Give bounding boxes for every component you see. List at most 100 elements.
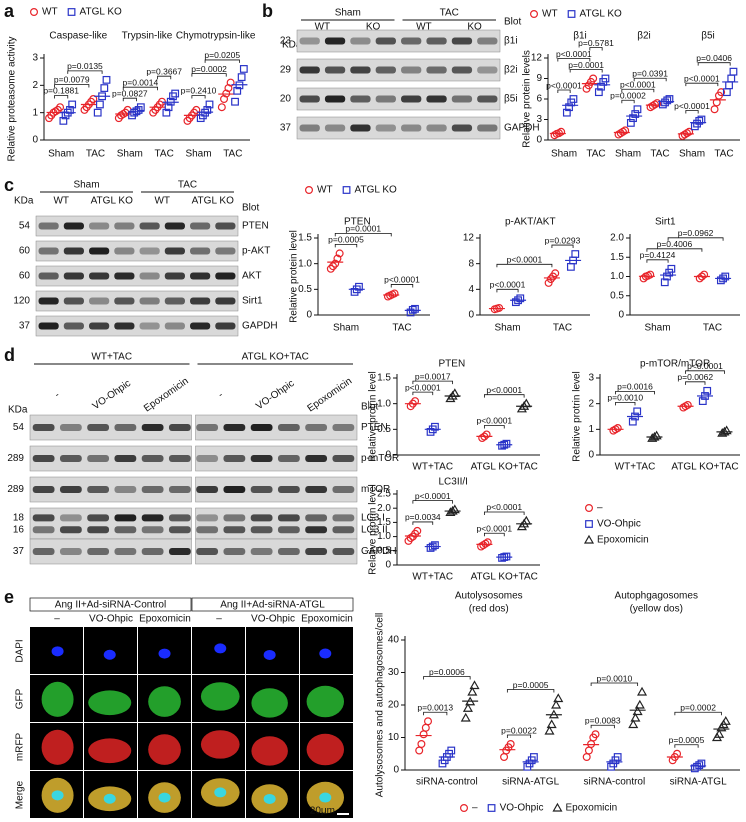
blot-band — [277, 548, 300, 555]
significance-bracket — [483, 511, 525, 515]
dot-point — [697, 759, 706, 768]
blot-band — [477, 37, 498, 45]
blot-band — [63, 222, 84, 230]
lane-label: Epoxomicin — [305, 376, 354, 415]
blot-band — [223, 455, 246, 462]
blot-band — [32, 548, 55, 555]
dot-point — [413, 526, 422, 535]
p-value: p<0.0001 — [384, 275, 420, 285]
x-tick-label: siRNA-control — [416, 777, 478, 788]
blot-strip — [195, 476, 358, 503]
chart-subtitle-note: (red dos) — [469, 604, 509, 615]
legend-label: Epoxomicin — [565, 803, 617, 814]
blot-band — [114, 247, 135, 255]
x-tick-label: Sham — [117, 149, 143, 160]
dot-point — [621, 126, 630, 135]
blot-strip — [29, 414, 192, 441]
p-value: p<0.0001 — [546, 80, 582, 90]
micrograph — [246, 627, 299, 674]
kda-header: KDa — [282, 40, 302, 51]
kda-label: 16 — [13, 524, 25, 535]
blot-band — [223, 486, 246, 493]
y-tick-label: 3 — [32, 53, 38, 64]
x-tick-label: Sham — [185, 149, 211, 160]
y-axis-label: Relative proteasome activity — [7, 36, 18, 161]
dot-point — [583, 534, 595, 544]
cell — [88, 738, 132, 764]
dot-point — [469, 680, 480, 690]
chart-title: PTEN — [439, 359, 466, 370]
blot-band — [375, 37, 396, 45]
blot-band — [38, 297, 59, 305]
blot-band — [332, 548, 355, 555]
blot-band — [168, 514, 191, 522]
y-tick-label: 1.0 — [377, 398, 391, 409]
dot-point — [629, 114, 637, 123]
p-value: p=0.0293 — [545, 235, 581, 245]
blot-band — [332, 424, 355, 431]
row-label: p-AKT — [242, 246, 270, 257]
dot-point — [725, 81, 733, 90]
dot-point — [530, 753, 538, 761]
blot-strip — [35, 315, 239, 337]
blot-band — [305, 514, 328, 522]
p-value: p<0.0001 — [620, 80, 656, 90]
blot-band — [401, 95, 422, 103]
blot-band — [426, 37, 447, 45]
y-tick-label: 4 — [468, 284, 474, 295]
column-label: – — [54, 614, 60, 625]
dot-point — [551, 269, 560, 278]
lane-label: ATGL KO — [192, 196, 234, 207]
dot-point — [566, 262, 575, 271]
group-label: Ang II+Ad-siRNA-ATGL — [220, 600, 325, 611]
kda-label: 54 — [19, 221, 31, 232]
blot-band — [299, 124, 320, 132]
blot-band — [38, 222, 59, 230]
cell — [88, 690, 132, 716]
blot-band — [190, 322, 211, 330]
cell — [41, 681, 74, 717]
y-tick-label: 0.5 — [377, 424, 391, 435]
significance-bracket — [122, 86, 158, 91]
p-value: p=0.0016 — [617, 382, 653, 392]
blot-band — [401, 37, 422, 45]
blot-band — [350, 37, 371, 45]
significance-bracket — [483, 532, 505, 537]
p-value: p=0.0010 — [597, 673, 633, 683]
chart-subtitle: Autolysosomes — [455, 591, 523, 602]
dot-point — [631, 110, 640, 118]
p-value: p=0.0062 — [677, 372, 713, 382]
p-value: p<0.0001 — [684, 73, 720, 83]
blot-band — [215, 272, 236, 280]
blot-strip — [35, 290, 239, 312]
blot-strip — [35, 265, 239, 287]
blot-band — [196, 548, 219, 555]
cell — [306, 733, 345, 766]
blot-band — [250, 424, 273, 431]
kda-header: KDa — [14, 196, 34, 207]
p-value: p<0.0001 — [486, 385, 522, 395]
blot-band — [277, 455, 300, 462]
y-tick-label: 2 — [32, 80, 38, 91]
y-axis-label: Relative protrin level — [572, 371, 583, 462]
nucleus — [319, 792, 332, 803]
dot-point — [632, 706, 643, 716]
blot-strip — [35, 240, 239, 262]
group-label: TAC — [178, 180, 197, 191]
blot-band — [114, 272, 135, 280]
dot-point — [637, 686, 648, 696]
blot-band — [299, 37, 320, 45]
blot-band — [89, 272, 110, 280]
blot-band — [305, 455, 328, 462]
x-tick-label: TAC — [86, 149, 105, 160]
blot-band — [223, 526, 246, 534]
chart-subtitle-note: (yellow dos) — [630, 604, 683, 615]
blot-band — [196, 526, 219, 534]
p-value: p<0.0001 — [674, 101, 710, 111]
x-tick-label: TAC — [650, 149, 669, 160]
y-tick-label: 9 — [536, 73, 542, 84]
row-label: β1i — [504, 36, 518, 47]
blot-strip — [29, 445, 192, 472]
lane-label: - — [53, 390, 62, 401]
blot-band — [141, 486, 164, 493]
